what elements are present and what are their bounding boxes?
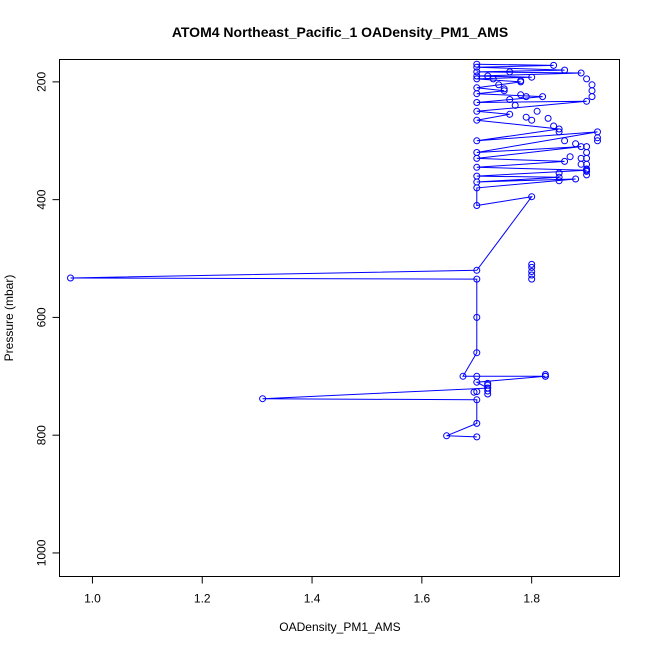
data-point xyxy=(555,125,563,133)
x-tick-label: 1.4 xyxy=(304,592,321,606)
data-point xyxy=(528,193,536,201)
data-point xyxy=(594,137,601,145)
data-point xyxy=(473,419,481,427)
data-point xyxy=(489,75,497,83)
data-point xyxy=(555,177,563,185)
data-point xyxy=(473,202,481,209)
data-point xyxy=(555,128,563,136)
data-point xyxy=(484,72,492,80)
data-point xyxy=(473,99,481,106)
data-point xyxy=(528,73,536,81)
data-point xyxy=(473,68,481,76)
y-tick-label: 400 xyxy=(35,189,49,209)
data-point xyxy=(583,171,591,179)
data-point xyxy=(484,379,492,387)
data-point xyxy=(533,107,541,115)
data-point xyxy=(473,433,481,441)
data-point xyxy=(588,81,596,89)
data-point xyxy=(473,60,481,68)
x-tick-label: 1.8 xyxy=(523,592,540,606)
data-point xyxy=(528,260,536,268)
data-point xyxy=(473,163,481,171)
data-point xyxy=(500,85,508,93)
data-point xyxy=(473,75,481,83)
data-point xyxy=(473,266,481,274)
data-point xyxy=(594,134,601,142)
data-point xyxy=(555,173,563,181)
data-point xyxy=(561,137,569,145)
data-point xyxy=(555,169,563,177)
data-point xyxy=(572,175,580,183)
data-point xyxy=(583,97,591,105)
data-point xyxy=(473,313,481,321)
data-point xyxy=(484,387,492,395)
x-tick-label: 1.0 xyxy=(84,592,101,606)
data-point xyxy=(443,432,451,440)
data-point xyxy=(583,167,591,175)
x-tick-label: 1.2 xyxy=(194,592,211,606)
data-point xyxy=(550,61,558,69)
data-point xyxy=(561,157,569,165)
data-point xyxy=(550,122,558,130)
data-point xyxy=(566,153,574,161)
data-point xyxy=(473,137,481,145)
chart-title: ATOM4 Northeast_Pacific_1 OADensity_PM1_… xyxy=(172,24,508,40)
data-point xyxy=(588,93,596,101)
data-point xyxy=(473,275,481,283)
data-point xyxy=(528,263,536,271)
data-point xyxy=(473,116,481,124)
data-point xyxy=(459,372,467,380)
y-tick-label: 600 xyxy=(35,307,49,327)
series-layer xyxy=(67,60,601,441)
x-tick-label: 1.6 xyxy=(414,592,431,606)
y-tick-label: 800 xyxy=(35,425,49,445)
data-point xyxy=(506,110,514,118)
data-point xyxy=(511,101,519,109)
data-point xyxy=(528,275,536,283)
x-axis: 1.0 1.2 1.4 1.6 1.8 xyxy=(84,576,540,606)
data-point xyxy=(473,396,481,404)
data-point xyxy=(583,143,591,151)
data-point xyxy=(572,140,580,148)
data-point xyxy=(528,268,536,275)
data-point xyxy=(473,90,481,98)
data-point xyxy=(561,66,569,74)
data-point xyxy=(588,87,596,95)
data-point xyxy=(473,154,481,162)
data-point xyxy=(517,77,525,85)
series-0-line xyxy=(70,63,598,438)
data-point xyxy=(522,113,530,121)
data-point xyxy=(522,93,530,101)
data-point xyxy=(484,390,492,398)
y-tick-label: 1000 xyxy=(35,539,49,566)
data-point xyxy=(473,184,481,192)
data-point xyxy=(583,149,591,156)
data-point xyxy=(528,116,536,124)
data-point xyxy=(506,96,514,103)
data-point xyxy=(541,372,549,380)
y-axis: 200 400 600 800 1000 xyxy=(35,72,60,566)
y-tick-label: 200 xyxy=(35,72,49,92)
data-point xyxy=(473,349,481,357)
data-point xyxy=(473,388,481,396)
data-point xyxy=(473,63,481,71)
data-point xyxy=(528,271,536,279)
y-axis-label: Pressure (mbar) xyxy=(2,275,16,362)
data-point xyxy=(259,395,267,403)
data-point xyxy=(67,274,74,282)
data-point xyxy=(544,114,552,122)
x-axis-label: OADensity_PM1_AMS xyxy=(279,620,400,634)
data-point xyxy=(473,378,481,386)
plot-frame xyxy=(59,59,620,577)
data-point xyxy=(495,81,503,89)
data-point xyxy=(473,72,481,80)
data-point xyxy=(577,69,585,77)
data-point xyxy=(583,75,591,83)
data-point xyxy=(506,68,514,76)
data-point xyxy=(470,388,478,396)
data-point xyxy=(539,93,547,101)
data-point xyxy=(473,107,481,115)
